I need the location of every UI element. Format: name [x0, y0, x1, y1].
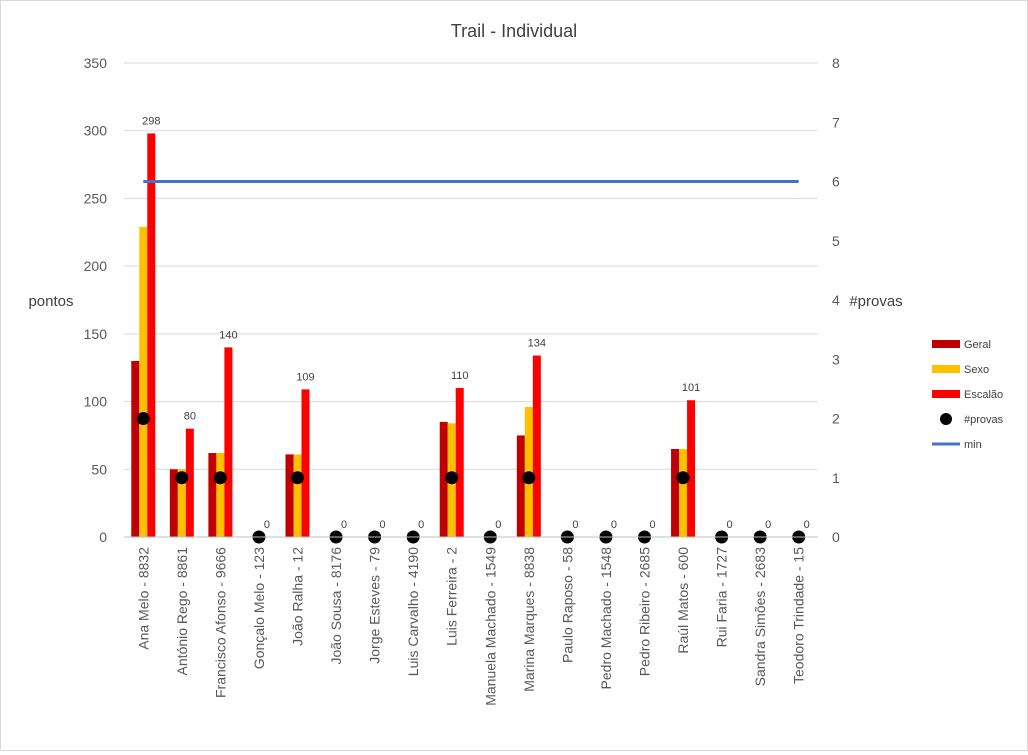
- y-tick-label: 50: [91, 461, 107, 477]
- bar-geral: [208, 453, 217, 537]
- x-category-label: Marina Marques - 8838: [521, 547, 537, 692]
- provas-marker: [676, 471, 690, 485]
- data-label: 0: [727, 519, 733, 531]
- y-tick-label: 300: [84, 123, 108, 139]
- gridlines: [124, 62, 818, 470]
- bar-escalão: [224, 347, 233, 537]
- data-label: 101: [682, 382, 700, 394]
- y2-tick-label: 3: [832, 351, 840, 367]
- y2-tick-label: 8: [832, 55, 840, 71]
- y2-tick-label: 6: [832, 174, 840, 190]
- legend-label: min: [964, 439, 982, 451]
- x-category-label: João Ralha - 12: [290, 547, 306, 646]
- x-category-label: Gonçalo Melo - 123: [251, 547, 267, 669]
- legend-label: Escalão: [964, 389, 1003, 401]
- x-category-label: Pedro Machado - 1548: [598, 547, 614, 690]
- y-tick-label: 150: [84, 326, 108, 342]
- data-label: 80: [184, 411, 196, 423]
- data-label: 0: [649, 519, 655, 531]
- x-category-label: Luis Carvalho - 4190: [405, 547, 421, 676]
- bar-sexo: [679, 448, 688, 537]
- labels-layer: 298 80 140 0 109 0 0 0 110 0 134 0 0 0 101 0 0 0: [142, 115, 810, 531]
- x-category-label: Jorge Esteves - 79: [367, 547, 383, 664]
- data-label: 0: [380, 519, 386, 531]
- bar-sexo: [139, 226, 148, 537]
- provas-marker: [213, 471, 227, 485]
- y-tick-label: 350: [84, 55, 108, 71]
- axes-layer: 0 50 100 150 200 250 300 350 0 1 2 3 4 5 6 7 8 Ana Melo -…: [84, 55, 840, 706]
- data-label: 0: [341, 519, 347, 531]
- y2-tick-label: 5: [832, 233, 840, 249]
- data-label: 0: [264, 519, 270, 531]
- data-label: 0: [804, 519, 810, 531]
- legend-label: #provas: [964, 414, 1004, 426]
- markers-layer: [136, 412, 806, 544]
- provas-marker: [136, 412, 150, 425]
- y2-tick-label: 2: [832, 411, 840, 427]
- x-category-label: Raúl Matos - 600: [675, 547, 691, 654]
- bar-escalão: [455, 388, 464, 537]
- y2-tick-label: 4: [832, 292, 840, 308]
- x-category-label: Paulo Raposo - 58: [559, 547, 575, 663]
- data-label: 109: [296, 371, 314, 383]
- x-category-label: Manuela Machado - 1549: [482, 547, 498, 706]
- provas-marker: [175, 471, 189, 485]
- data-label: 0: [495, 519, 501, 531]
- bar-geral: [516, 435, 525, 537]
- bar-escalão: [687, 400, 696, 537]
- bar-geral: [671, 448, 680, 537]
- y-tick-label: 250: [84, 190, 108, 206]
- x-category-label: João Sousa - 8176: [328, 547, 344, 665]
- bar-geral: [439, 421, 448, 537]
- bar-sexo: [293, 454, 302, 537]
- provas-marker: [522, 471, 536, 485]
- data-label: 0: [572, 519, 578, 531]
- x-category-label: António Rego - 8861: [174, 547, 190, 676]
- y-tick-label: 200: [84, 258, 108, 274]
- data-label: 0: [765, 519, 771, 531]
- legend-swatch-geral: [932, 340, 960, 348]
- data-label: 0: [611, 519, 617, 531]
- bar-geral: [131, 360, 140, 537]
- x-category-label: Luis Ferreira - 2: [444, 547, 460, 646]
- provas-marker: [445, 471, 459, 485]
- provas-marker: [291, 471, 304, 485]
- y2-tick-label: 0: [832, 529, 840, 545]
- bar-escalão: [532, 355, 541, 537]
- bar-escalão: [301, 389, 310, 537]
- y2-axis-title: #provas: [849, 293, 902, 310]
- legend-swatch-sexo: [932, 365, 960, 373]
- y2-tick-label: 7: [832, 114, 840, 130]
- legend-label: Sexo: [964, 364, 989, 376]
- data-label: 134: [528, 338, 546, 350]
- legend: Geral Sexo Escalão #provas min: [932, 339, 1004, 451]
- x-category-label: Ana Melo - 8832: [135, 547, 151, 650]
- legend-swatch-escalão: [932, 390, 960, 398]
- x-category-label: Teodoro Trindade - 15: [791, 547, 807, 684]
- data-label: 0: [418, 519, 424, 531]
- x-category-label: Sandra Simões - 2683: [752, 547, 768, 687]
- bar-escalão: [147, 133, 156, 537]
- chart-title: Trail - Individual: [451, 21, 577, 41]
- y-tick-label: 100: [84, 394, 108, 410]
- bar-sexo: [216, 453, 225, 537]
- bar-geral: [169, 469, 178, 537]
- y2-tick-label: 1: [832, 470, 840, 486]
- x-category-label: Rui Faria - 1727: [714, 547, 730, 648]
- x-category-label: Pedro Ribeiro - 2685: [637, 547, 653, 676]
- legend-label: Geral: [964, 339, 991, 351]
- bar-escalão: [185, 428, 194, 537]
- x-category-label: Francisco Afonso - 9666: [212, 547, 228, 698]
- bar-geral: [285, 454, 294, 537]
- bar-sexo: [177, 469, 186, 537]
- data-label: 110: [451, 370, 469, 382]
- y-tick-label: 0: [99, 529, 107, 545]
- y-axis-title: pontos: [28, 293, 73, 310]
- data-label: 140: [219, 329, 237, 341]
- data-label: 298: [142, 115, 160, 127]
- legend-swatch-provas: [940, 413, 952, 425]
